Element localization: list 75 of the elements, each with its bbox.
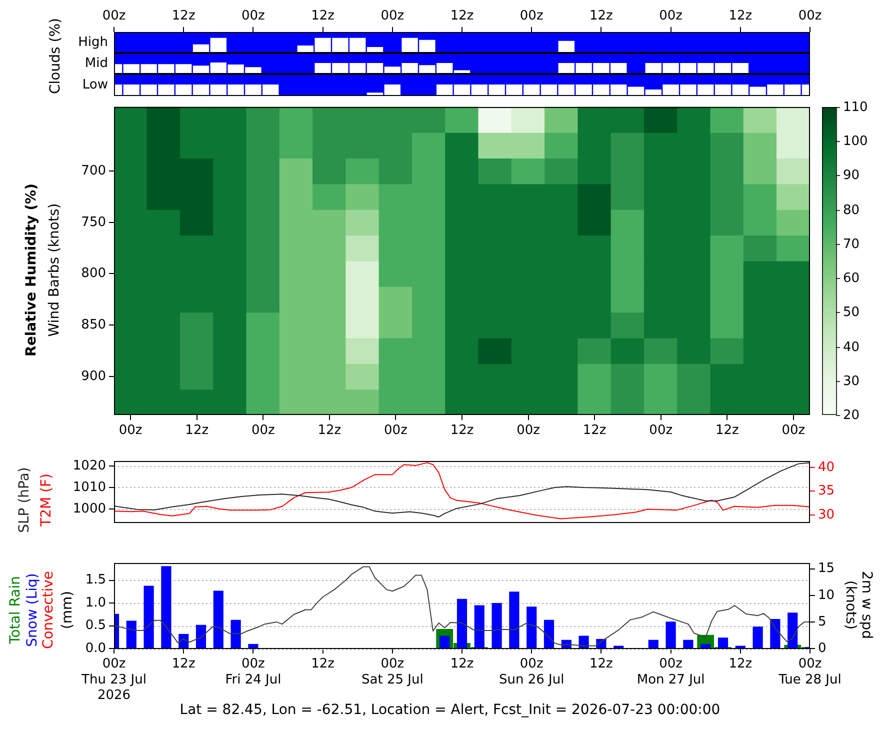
color-bar-label: 50 xyxy=(843,304,860,320)
y2-tick-label: 10 xyxy=(818,588,835,603)
color-bar-label: 70 xyxy=(843,236,860,252)
x-tick-label: 12z xyxy=(172,656,196,672)
x-tick-label: 12z xyxy=(728,8,752,24)
x-tick-label: 00z xyxy=(782,423,806,438)
y-axis-title: Mid xyxy=(84,56,108,71)
y-axis-title: Low xyxy=(82,77,108,92)
color-bar-label: 20 xyxy=(843,408,860,423)
y2-axis-title: 2m w spd (knots) xyxy=(842,571,874,639)
x-tick-label: 00z xyxy=(242,8,266,24)
x-tick-label: 12z xyxy=(728,656,752,672)
x-tick-label: 00z xyxy=(380,8,404,24)
x-tick-label: 00z Tue 28 Jul xyxy=(778,656,842,688)
y-tick-label: 800 xyxy=(81,266,106,282)
y2-tick-label: 30 xyxy=(818,507,835,522)
y2-tick-label: 35 xyxy=(818,484,835,499)
x-tick-label: 12z xyxy=(582,423,606,438)
y-tick-label: 1.0 xyxy=(85,595,106,610)
text: T2M (F) xyxy=(38,474,55,528)
y-tick-label: 900 xyxy=(81,368,106,384)
y2-tick-label: 5 xyxy=(818,614,826,630)
y2-tick-label: 40 xyxy=(818,460,835,475)
text: Clouds (%) xyxy=(48,18,64,94)
color-bar-label: 60 xyxy=(843,270,860,286)
x-tick-label: 00z xyxy=(520,8,544,24)
x-tick-label: 00z xyxy=(516,423,540,438)
y2-tick-label: 0 xyxy=(818,640,826,656)
text: Snow (Liq) xyxy=(24,573,41,647)
color-bar-label: 30 xyxy=(843,374,860,389)
x-tick-label: 00z xyxy=(118,423,142,438)
x-tick-label: 00z xyxy=(251,423,275,438)
y-tick-label: 700 xyxy=(81,163,106,178)
y-tick-label: 1010 xyxy=(72,480,106,495)
x-tick-label: 12z xyxy=(172,8,196,24)
y-axis-title: (mm) xyxy=(60,590,76,630)
y-tick-label: 1000 xyxy=(72,501,106,516)
color-bar-label: 100 xyxy=(843,134,868,149)
x-tick-label: 00z xyxy=(798,8,822,24)
y-tick-label: 0.0 xyxy=(85,640,106,656)
y-tick-label: 1.5 xyxy=(85,572,106,588)
x-tick-label: 12z xyxy=(590,8,614,24)
color-bar-label: 90 xyxy=(843,168,860,183)
x-tick-label: 12z xyxy=(450,8,474,24)
x-tick-label: 00z Thu 23 Jul 2026 xyxy=(80,656,146,703)
x-tick-label: 00z xyxy=(659,8,683,24)
color-bar-label: 110 xyxy=(843,100,868,115)
x-tick-label: 12z xyxy=(590,656,614,672)
y-axis-title: Relative Humidity (%) Wind Barbs (knots) xyxy=(24,184,63,356)
x-tick-label: 00z xyxy=(102,8,126,24)
x-tick-label: 00z xyxy=(649,423,673,438)
y-tick-label: 850 xyxy=(81,317,106,332)
text: SLP (hPa) xyxy=(16,467,33,533)
x-tick-label: 00z Sat 25 Jul xyxy=(361,656,424,688)
x-tick-label: 12z xyxy=(311,8,335,24)
x-tick-label: 00z xyxy=(384,423,408,438)
x-tick-label: 00z Sun 26 Jul xyxy=(498,656,564,688)
x-tick-label: 12z xyxy=(318,423,342,438)
y-tick-label: 1020 xyxy=(72,458,106,474)
color-bar-label: 40 xyxy=(843,340,860,355)
x-tick-label: 12z xyxy=(185,423,209,438)
x-tick-label: 12z xyxy=(311,656,335,672)
y-tick-label: 0.5 xyxy=(85,618,106,634)
y-axis-title: High xyxy=(78,34,108,50)
text: Total Rain xyxy=(8,576,24,645)
x-tick-label: 00z Fri 24 Jul xyxy=(225,656,282,688)
y-tick-label: 750 xyxy=(81,214,106,230)
legend-label: Convective xyxy=(40,570,57,650)
x-tick-label: 12z xyxy=(450,423,474,438)
text: Lat = 82.45, Lon = -62.51, Location = Alert, Fcst_Init = 2026-07-23 00:00:00 xyxy=(178,702,722,719)
x-tick-label: 00z Mon 27 Jul xyxy=(636,656,705,688)
y2-tick-label: 15 xyxy=(818,561,835,576)
x-tick-label: 12z xyxy=(450,656,474,672)
x-tick-label: 12z xyxy=(715,423,739,438)
color-bar-label: 80 xyxy=(843,202,860,218)
